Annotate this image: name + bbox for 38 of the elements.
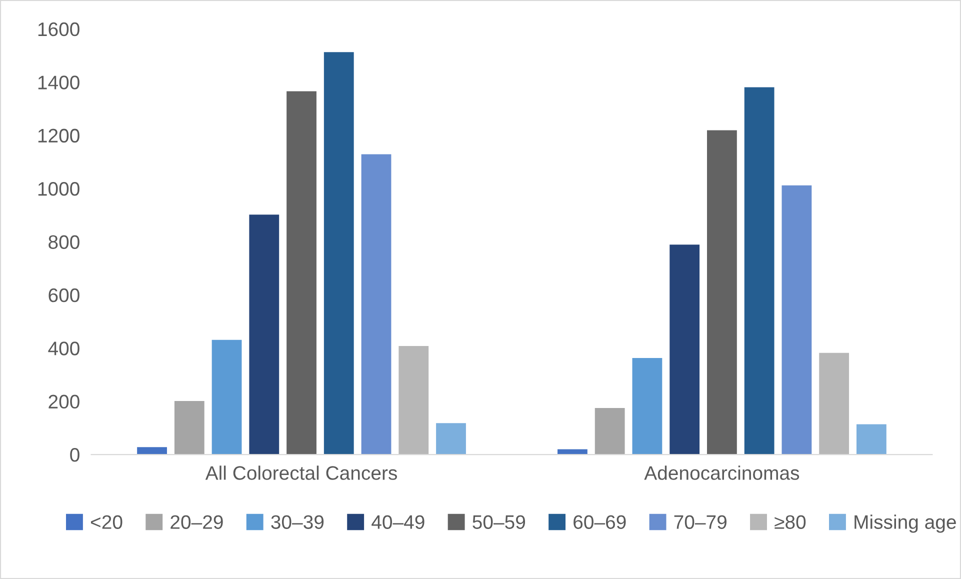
x-tick-label: All Colorectal Cancers: [205, 466, 397, 480]
bar: [361, 154, 392, 455]
bar: [856, 424, 886, 455]
bar: [286, 91, 316, 455]
y-tick-label: 600: [48, 288, 80, 302]
y-tick-label: 1400: [38, 76, 80, 90]
bar: [436, 423, 466, 455]
legend-label: 20–29: [170, 515, 223, 529]
legend-label: 60–69: [574, 515, 626, 529]
bar: [594, 408, 625, 455]
bar: [174, 401, 204, 455]
y-tick-label: 200: [48, 394, 80, 409]
bar: [558, 449, 588, 455]
bar: [744, 87, 774, 455]
bar: [324, 52, 354, 455]
bar: [670, 244, 700, 455]
bar: [819, 352, 850, 455]
legend-label: 30–39: [271, 515, 324, 529]
bar: [782, 185, 812, 455]
y-tick-label: 0: [70, 448, 80, 462]
bar: [212, 340, 242, 455]
legend-label: 50–59: [472, 515, 526, 529]
legend-label: 40–49: [372, 515, 424, 529]
bar: [632, 358, 662, 455]
y-tick-label: 800: [48, 235, 80, 249]
legend-label: ≥80: [774, 515, 806, 529]
bar: [137, 447, 167, 455]
y-tick-label: 400: [48, 342, 80, 356]
bar: [398, 346, 429, 455]
y-tick-label: 1600: [38, 22, 80, 36]
y-tick-label: 1200: [38, 128, 80, 143]
bar: [707, 130, 737, 455]
x-tick-label: Adenocarcinomas: [644, 466, 800, 480]
legend-label: Missing age: [854, 514, 956, 533]
y-tick-label: 1000: [38, 182, 80, 196]
legend-label: <20: [90, 515, 122, 529]
legend-label: 70–79: [674, 515, 726, 529]
bar: [249, 214, 280, 455]
